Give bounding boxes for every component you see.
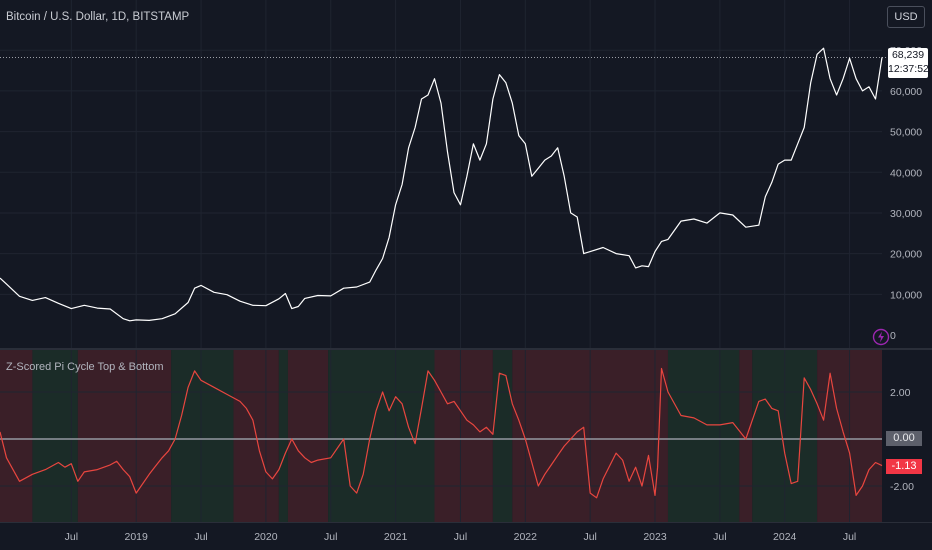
time-axis-label: Jul: [65, 531, 78, 543]
pane-separator: [0, 348, 932, 350]
time-axis-label: Jul: [324, 531, 337, 543]
indicator-axis-label: 2.00: [890, 387, 911, 399]
time-axis-label: 2020: [254, 531, 278, 543]
time-axis-label: 2022: [514, 531, 538, 543]
price-axis-label: 20,000: [890, 249, 922, 261]
price-line: [0, 47, 883, 322]
currency-button[interactable]: USD: [887, 6, 925, 28]
zone-band: [328, 350, 435, 522]
time-axis-border: [0, 522, 932, 523]
time-axis-label: Jul: [583, 531, 596, 543]
zone-band: [492, 350, 513, 522]
time-axis-label: Jul: [454, 531, 467, 543]
zone-band: [287, 350, 329, 522]
zone-band: [667, 350, 740, 522]
indicator-axis-label: -2.00: [890, 481, 914, 493]
time-axis-label: 2019: [125, 531, 149, 543]
price-axis-label: 40,000: [890, 167, 922, 179]
price-axis-label: 10,000: [890, 289, 922, 301]
bar-countdown: 12:37:52: [888, 63, 929, 75]
last-price-value: 68,239: [891, 49, 925, 61]
zone-band: [171, 350, 234, 522]
zone-band: [434, 350, 493, 522]
price-axis-label: 0: [890, 330, 896, 342]
lightning-icon[interactable]: [872, 328, 890, 346]
time-axis-label: Jul: [713, 531, 726, 543]
time-axis-label: Jul: [194, 531, 207, 543]
symbol-title[interactable]: Bitcoin / U.S. Dollar, 1D, BITSTAMP: [6, 11, 190, 23]
time-axis-label: 2023: [643, 531, 667, 543]
zero-line-tag: 0.00: [886, 431, 922, 446]
zone-band: [739, 350, 753, 522]
time-axis-label: Jul: [843, 531, 856, 543]
price-axis-label: 60,000: [890, 86, 922, 98]
time-axis-label: 2024: [773, 531, 797, 543]
indicator-title[interactable]: Z-Scored Pi Cycle Top & Bottom: [6, 361, 164, 373]
zone-band: [77, 350, 172, 522]
oscillator-line: [0, 367, 883, 499]
current-value-tag: -1.13: [886, 459, 922, 474]
zone-band: [0, 350, 33, 522]
last-price-tag: 68,239 12:37:52: [888, 48, 929, 78]
time-axis-label: 2021: [384, 531, 408, 543]
zone-band: [278, 350, 288, 522]
price-axis-label: 50,000: [890, 127, 922, 139]
zone-band: [32, 350, 78, 522]
price-axis-label: 30,000: [890, 208, 922, 220]
